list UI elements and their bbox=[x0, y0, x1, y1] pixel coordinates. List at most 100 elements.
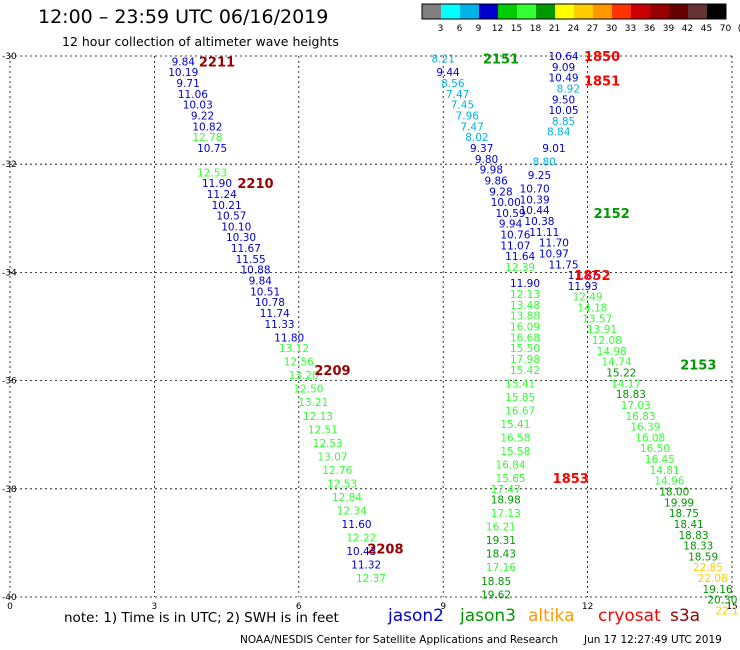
swh-value: 8.02 bbox=[465, 132, 488, 144]
scale-swatch bbox=[441, 4, 460, 19]
swh-value: 13.88 bbox=[510, 311, 540, 323]
swh-value: 11.80 bbox=[274, 332, 304, 344]
swh-value: 22.08 bbox=[698, 573, 728, 585]
swh-value: 7.96 bbox=[456, 111, 480, 123]
swh-value: 15.58 bbox=[500, 446, 530, 458]
swh-value: 12.56 bbox=[284, 357, 314, 369]
scale-label: 24 bbox=[568, 24, 580, 34]
scale-swatch bbox=[479, 4, 498, 19]
swh-value: 12.37 bbox=[356, 573, 386, 585]
pass-label: 2153 bbox=[680, 358, 716, 373]
swh-value: 18.33 bbox=[683, 541, 713, 553]
swh-value: 16.68 bbox=[510, 332, 540, 344]
swh-value: 9.22 bbox=[191, 111, 214, 123]
swh-value: 11.75 bbox=[549, 259, 579, 271]
chart-subtitle: 12 hour collection of altimeter wave hei… bbox=[62, 34, 339, 49]
swh-value: 9.01 bbox=[542, 143, 565, 155]
swh-value: 10.75 bbox=[197, 143, 227, 155]
swh-value: 10.97 bbox=[539, 248, 569, 260]
swh-value: 11.90 bbox=[510, 278, 540, 290]
swh-value: 10.30 bbox=[226, 232, 256, 244]
swh-value: 15.50 bbox=[510, 343, 540, 355]
swh-value: 8.85 bbox=[552, 116, 575, 128]
swh-value: 18.98 bbox=[491, 495, 521, 507]
swh-value: 10.43 bbox=[346, 546, 376, 558]
swh-value: 12.50 bbox=[293, 384, 323, 396]
swh-value: 19.16 bbox=[703, 584, 733, 596]
swh-value: 11.67 bbox=[231, 243, 261, 255]
swh-value: 18.43 bbox=[486, 549, 516, 561]
scale-swatch bbox=[498, 4, 517, 19]
swh-value: 10.39 bbox=[520, 194, 550, 206]
swh-value: 8.84 bbox=[547, 127, 571, 139]
y-tick-label: -40 bbox=[2, 593, 17, 603]
swh-value: 16.09 bbox=[510, 322, 540, 334]
chart-title: 12:00 – 23:59 UTC 06/16/2019 bbox=[38, 6, 329, 28]
swh-value: 10.21 bbox=[212, 200, 242, 212]
swh-value: 18.75 bbox=[669, 508, 699, 520]
swh-value: 10.38 bbox=[524, 216, 554, 228]
swh-value: 18.83 bbox=[616, 389, 646, 401]
scale-label: 3 bbox=[438, 24, 444, 34]
scale-label: 33 bbox=[625, 24, 636, 34]
swh-value: 10.88 bbox=[240, 265, 270, 277]
swh-value: 9.84 bbox=[249, 276, 273, 288]
pass-label: 1851 bbox=[584, 74, 620, 89]
swh-value: 9.09 bbox=[552, 62, 575, 74]
scale-label: 21 bbox=[549, 24, 560, 34]
x-tick-label: 12 bbox=[582, 602, 593, 612]
swh-value: 10.59 bbox=[496, 208, 526, 220]
swh-value: 19.62 bbox=[481, 589, 511, 601]
x-tick-label: 3 bbox=[152, 602, 158, 612]
swh-value: 11.24 bbox=[207, 189, 237, 201]
swh-value: 10.82 bbox=[192, 121, 222, 133]
swh-value: 10.78 bbox=[255, 297, 285, 309]
legend-altika: altika bbox=[528, 606, 575, 626]
scale-label: 6 bbox=[457, 24, 463, 34]
y-tick-label: -34 bbox=[2, 268, 17, 278]
swh-value: 9.86 bbox=[484, 175, 508, 187]
swh-value: 12.84 bbox=[332, 492, 362, 504]
swh-value: 9.50 bbox=[552, 94, 575, 106]
swh-value: 12.51 bbox=[308, 424, 338, 436]
swh-value: 8.80 bbox=[533, 156, 556, 168]
swh-value: 12.49 bbox=[573, 292, 603, 304]
swh-value: 10.76 bbox=[500, 230, 530, 242]
swh-value: 13.91 bbox=[587, 324, 617, 336]
swh-value: 10.03 bbox=[183, 100, 213, 112]
swh-value: 18.41 bbox=[674, 519, 704, 531]
swh-value: 15.41 bbox=[505, 378, 535, 390]
x-tick-label: 6 bbox=[296, 602, 302, 612]
swh-value: 13.07 bbox=[317, 451, 347, 463]
swh-value: 9.28 bbox=[489, 186, 512, 198]
swh-value: 14.17 bbox=[611, 378, 641, 390]
swh-value: 11.55 bbox=[236, 254, 266, 266]
scale-swatch bbox=[460, 4, 479, 19]
swh-value: 17.98 bbox=[510, 354, 540, 366]
scale-swatch bbox=[555, 4, 574, 19]
scale-swatch bbox=[422, 4, 441, 19]
scale-swatch bbox=[688, 4, 707, 19]
swh-value: 12.76 bbox=[322, 465, 352, 477]
swh-value: 11.32 bbox=[351, 560, 381, 572]
swh-value: 10.05 bbox=[549, 105, 579, 117]
scale-label: 9 bbox=[476, 24, 482, 34]
x-tick-label: 0 bbox=[7, 602, 13, 612]
y-tick-label: -38 bbox=[2, 485, 17, 495]
swh-value: 11.64 bbox=[505, 251, 535, 263]
scale-swatch bbox=[612, 4, 631, 19]
pass-label: 2211 bbox=[199, 55, 235, 70]
swh-value: 11.11 bbox=[529, 227, 559, 239]
swh-value: 10.10 bbox=[221, 221, 251, 233]
swh-value: 16.39 bbox=[630, 422, 660, 434]
swh-value: 13.57 bbox=[582, 313, 612, 325]
swh-value: 14.96 bbox=[654, 476, 684, 488]
swh-value: 22.1 bbox=[715, 606, 738, 618]
swh-value: 10.00 bbox=[491, 197, 521, 209]
scale-label: 45 bbox=[701, 24, 712, 34]
scale-swatch bbox=[593, 4, 612, 19]
pass-label: 1852 bbox=[574, 269, 610, 284]
swh-value: 15.65 bbox=[496, 473, 526, 485]
swh-value: 11.70 bbox=[539, 238, 569, 250]
